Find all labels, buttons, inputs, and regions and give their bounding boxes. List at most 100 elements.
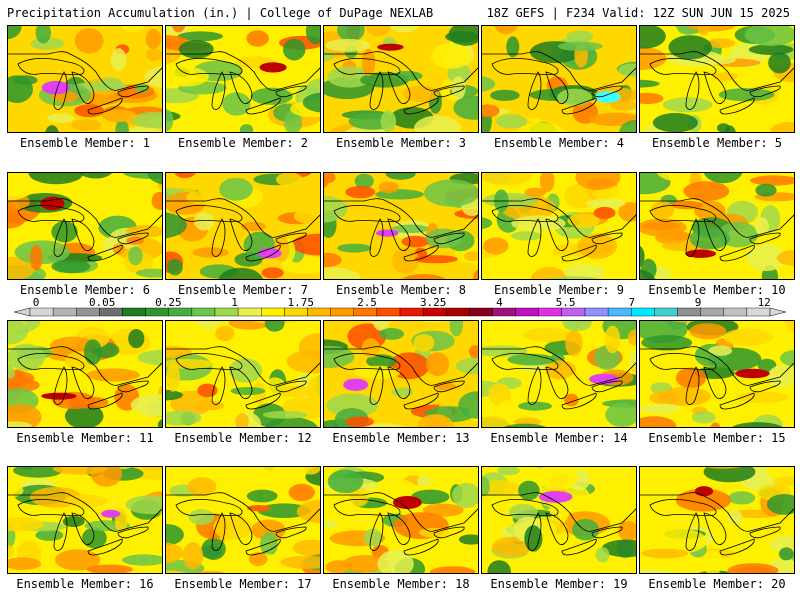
ensemble-panel: Ensemble Member: 8	[323, 172, 479, 297]
precip-blob	[660, 231, 692, 240]
precip-blob	[120, 26, 146, 33]
precip-blob	[425, 352, 450, 377]
ensemble-member-label: Ensemble Member: 15	[648, 431, 786, 445]
precip-blob	[755, 217, 769, 236]
ensemble-member-label: Ensemble Member: 12	[174, 431, 312, 445]
precip-blob	[417, 475, 432, 487]
precip-blob	[392, 71, 423, 81]
precip-blob	[47, 113, 75, 123]
precip-blob	[708, 345, 733, 356]
precip-max	[685, 249, 717, 258]
precip-blob	[140, 416, 162, 427]
colorbar-tick-label: 1.75	[288, 296, 315, 309]
ensemble-member-label: Ensemble Member: 19	[490, 577, 628, 591]
precip-blob	[64, 494, 108, 508]
precip-blob	[166, 570, 187, 573]
ensemble-panel: Ensemble Member: 11	[7, 320, 163, 445]
precip-blob	[631, 366, 636, 374]
precip-blob	[566, 30, 594, 43]
precip-blob	[213, 514, 252, 540]
precip-blob	[702, 550, 723, 573]
precip-blob	[8, 557, 42, 570]
colorbar-tick-label: 4	[496, 296, 503, 309]
map-title: Precipitation Accumulation (in.) | Colle…	[7, 6, 434, 20]
colorbar-max-arrow	[769, 307, 787, 317]
precip-blob	[619, 120, 636, 132]
precip-blob	[71, 119, 102, 131]
precip-blob	[283, 110, 303, 132]
precip-blob	[261, 267, 284, 279]
precip-blob	[292, 539, 320, 556]
precip-blob	[240, 221, 266, 232]
precip-blob	[498, 400, 516, 417]
precip-map	[639, 466, 795, 574]
precip-blob	[455, 357, 478, 375]
ensemble-member-label: Ensemble Member: 8	[335, 283, 467, 297]
precip-blob	[374, 479, 415, 494]
precip-blob	[391, 387, 414, 397]
precip-blob	[504, 423, 546, 427]
precip-blob	[177, 31, 224, 42]
precip-blob	[219, 177, 253, 201]
precip-blob	[641, 548, 689, 559]
precip-max	[735, 368, 770, 379]
precip-blob	[618, 521, 636, 542]
precip-blob	[380, 110, 396, 132]
precip-blob	[490, 89, 520, 101]
precip-blob	[727, 563, 779, 573]
precip-blob	[192, 247, 229, 258]
precip-blob	[672, 321, 696, 323]
ensemble-member-label: Ensemble Member: 4	[493, 136, 625, 150]
precip-blob	[640, 46, 667, 71]
precip-blob	[627, 329, 636, 346]
precip-blob	[443, 262, 478, 279]
ensemble-panel: Ensemble Member: 17	[165, 466, 321, 591]
precip-blob	[239, 124, 254, 132]
precip-blob	[110, 48, 127, 72]
precip-blob	[182, 542, 204, 570]
precip-map	[323, 25, 479, 133]
precip-blob	[248, 552, 268, 567]
precip-blob	[257, 503, 311, 518]
ensemble-member-label: Ensemble Member: 14	[490, 431, 628, 445]
colorbar-tick-label: 0	[33, 296, 40, 309]
precip-blob	[683, 181, 730, 201]
precip-max	[41, 80, 70, 95]
great-lakes-outline	[640, 51, 794, 115]
precip-blob	[326, 66, 373, 88]
precip-blob	[12, 75, 38, 86]
ensemble-member-label: Ensemble Member: 5	[651, 136, 783, 150]
precip-blob	[451, 76, 466, 100]
precip-blob	[482, 480, 523, 496]
precip-blob	[430, 43, 472, 69]
precip-map	[481, 466, 637, 574]
precip-blob	[640, 269, 656, 279]
precip-max	[694, 486, 714, 497]
precip-blob	[35, 26, 51, 44]
precip-blob	[784, 321, 794, 334]
precip-blob	[483, 237, 509, 255]
precip-blob	[618, 202, 636, 222]
great-lakes-outline	[640, 198, 794, 262]
precip-blob	[337, 243, 372, 253]
precip-blob	[264, 321, 285, 332]
colorbar-swatch	[492, 307, 516, 317]
precip-blob	[750, 175, 794, 186]
precip-blob	[130, 111, 162, 129]
precip-blob	[228, 321, 272, 330]
precip-blob	[770, 121, 794, 132]
precip-blob	[324, 252, 342, 267]
precip-map	[165, 466, 321, 574]
great-lakes-outline	[8, 198, 162, 262]
ensemble-member-label: Ensemble Member: 13	[332, 431, 470, 445]
colorbar-swatch	[330, 307, 354, 317]
ensemble-panel: Ensemble Member: 6	[7, 172, 163, 297]
precip-blob	[145, 48, 162, 61]
precip-max	[712, 72, 738, 81]
colorbar-swatch	[446, 307, 470, 317]
precip-blob	[613, 133, 629, 134]
precip-blob	[449, 321, 463, 337]
colorbar-tick-label: 2.5	[357, 296, 377, 309]
great-lakes-outline	[482, 198, 636, 262]
precip-blob	[617, 63, 636, 77]
